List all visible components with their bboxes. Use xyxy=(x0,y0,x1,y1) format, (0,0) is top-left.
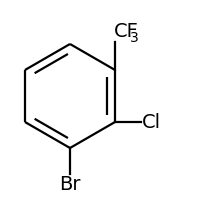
Text: Br: Br xyxy=(59,175,81,194)
Text: 3: 3 xyxy=(130,31,139,45)
Text: CF: CF xyxy=(114,22,139,41)
Text: Cl: Cl xyxy=(142,112,161,132)
